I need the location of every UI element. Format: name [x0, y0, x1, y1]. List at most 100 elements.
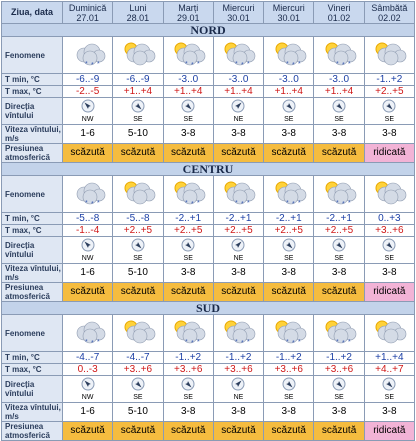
value-cell: 3-8 — [263, 402, 315, 422]
value-cell: scăzută — [212, 282, 265, 302]
snowflake: * — [348, 339, 351, 346]
arrow — [185, 102, 192, 110]
snowflake: * — [97, 339, 100, 346]
wind-direction: NE — [233, 115, 244, 123]
cloud — [378, 43, 407, 65]
value-cell: ridicată — [363, 421, 416, 441]
value-cell: scăzută — [61, 143, 114, 163]
snowflake: * — [286, 200, 289, 207]
day-name: Vineri — [327, 2, 351, 13]
value-cell: -5..-8 — [61, 212, 114, 225]
row-label: Direcția vîntului — [1, 97, 63, 125]
day-date: 28.01 — [126, 12, 150, 23]
value-cell: 3-8 — [263, 124, 315, 144]
row-label: T min, °C — [1, 212, 63, 225]
cloud-puff — [182, 328, 198, 343]
value-cell: 3-8 — [162, 263, 214, 283]
data-row: T max, °C -2..-5 +1..+4 +1..+4 +1..+4 +1..+4 +… — [1, 85, 416, 98]
wind-direction: SE — [284, 254, 294, 262]
value-cell: 3-8 — [363, 263, 416, 283]
value-cell: +1..+4 — [313, 85, 365, 98]
wind-direction: SE — [183, 115, 193, 123]
wind-direction: NW — [81, 393, 94, 401]
day-name: Miercuri — [272, 2, 305, 13]
value-cell: +3..+6 — [212, 363, 265, 376]
cloud — [227, 321, 256, 343]
day-name: Sâmbătă — [371, 2, 408, 13]
wind-arrow — [181, 238, 195, 251]
arrow — [84, 101, 91, 109]
day-date: 01.02 — [327, 12, 351, 23]
snowflake: * — [97, 61, 100, 68]
value-cell: -6..-9 — [61, 73, 114, 86]
data-row: T min, °C -6..-9 -6..-9 -3..0 -3..0 -3..0 -3..… — [1, 73, 416, 86]
value-cell: +2..+5 — [263, 224, 315, 237]
weather-cell: * * * — [212, 175, 265, 213]
cloud-puff — [82, 50, 97, 65]
day-name: Luni — [129, 2, 147, 13]
value-cell: +2..+5 — [313, 224, 365, 237]
arrow — [285, 241, 293, 249]
value-cell: 3-8 — [363, 402, 416, 422]
cloud — [126, 182, 156, 204]
data-row: Presiunea atmosferică scăzută scăzută scăzu… — [1, 143, 416, 163]
value-cell: +4..+7 — [363, 363, 416, 376]
cloud-puff — [384, 189, 399, 204]
wind-direction: SE — [183, 393, 193, 401]
snowflake: * — [191, 201, 194, 208]
arrow — [84, 379, 91, 387]
weather-icon: * * * — [275, 320, 307, 347]
row-label: Presiunea atmosferică — [1, 143, 63, 163]
wind-arrow — [231, 377, 245, 390]
snowflake: * — [348, 200, 351, 207]
value-cell: scăzută — [112, 143, 164, 163]
value-cell: scăzută — [263, 421, 315, 441]
snowflake: * — [241, 201, 244, 208]
arrow — [386, 380, 393, 388]
day-header: Marți 29.01 — [162, 1, 214, 24]
value-cell: 1-6 — [61, 402, 114, 422]
day-date: 02.02 — [378, 12, 401, 23]
wind-direction: SE — [133, 393, 143, 401]
weather-cell — [112, 36, 164, 74]
cloud-puff — [132, 328, 148, 343]
section-title: SUD — [1, 301, 415, 315]
day-header: Luni 28.01 — [112, 1, 164, 24]
value-cell: scăzută — [212, 421, 265, 441]
value-cell: scăzută — [162, 143, 214, 163]
wind-arrow — [81, 238, 95, 251]
weather-cell: * * * — [313, 175, 365, 213]
snowflake: * — [97, 200, 100, 207]
row-label: T min, °C — [1, 351, 63, 364]
value-cell: 3-8 — [363, 124, 416, 144]
data-row: T min, °C -5..-8 -5..-8 -2..+1 -2..+1 -2..+1-… — [1, 212, 416, 225]
cloud — [327, 43, 357, 65]
weather-icon: * * * — [224, 181, 256, 208]
weather-cell: * * * — [162, 36, 214, 74]
wind-arrow — [81, 377, 95, 390]
row-label: T max, °C — [1, 85, 63, 98]
wind-arrow — [231, 238, 245, 251]
header-row: Ziua, data Duminică 27.01 Luni 28.01 Marți 29.… — [1, 1, 416, 24]
wind-arrow — [282, 99, 296, 112]
weather-cell: * * * — [61, 175, 114, 213]
wind-arrow — [332, 99, 346, 112]
wind-arrow — [181, 377, 195, 390]
day-date: 29.01 — [176, 12, 200, 23]
snowflake: * — [235, 339, 238, 346]
snowflake: * — [298, 339, 301, 346]
weather-cell: * * * — [263, 36, 315, 74]
value-cell: scăzută — [313, 143, 365, 163]
value-cell: scăzută — [162, 282, 214, 302]
row-label: Presiunea atmosferică — [1, 282, 63, 302]
value-cell: scăzută — [61, 421, 114, 441]
wind-direction-cell: SE — [112, 375, 164, 403]
snowflake: * — [336, 61, 339, 68]
day-header: Miercuri 30.01 — [212, 1, 265, 24]
value-cell: 3-8 — [212, 402, 265, 422]
data-row: Presiunea atmosferică scăzută scăzută scăzu… — [1, 421, 416, 441]
cloud-puff — [132, 50, 148, 65]
row-label: T max, °C — [1, 224, 63, 237]
data-row: T min, °C -4..-7 -4..-7 -1..+2 -1..+2 -1..+2-… — [1, 351, 416, 364]
